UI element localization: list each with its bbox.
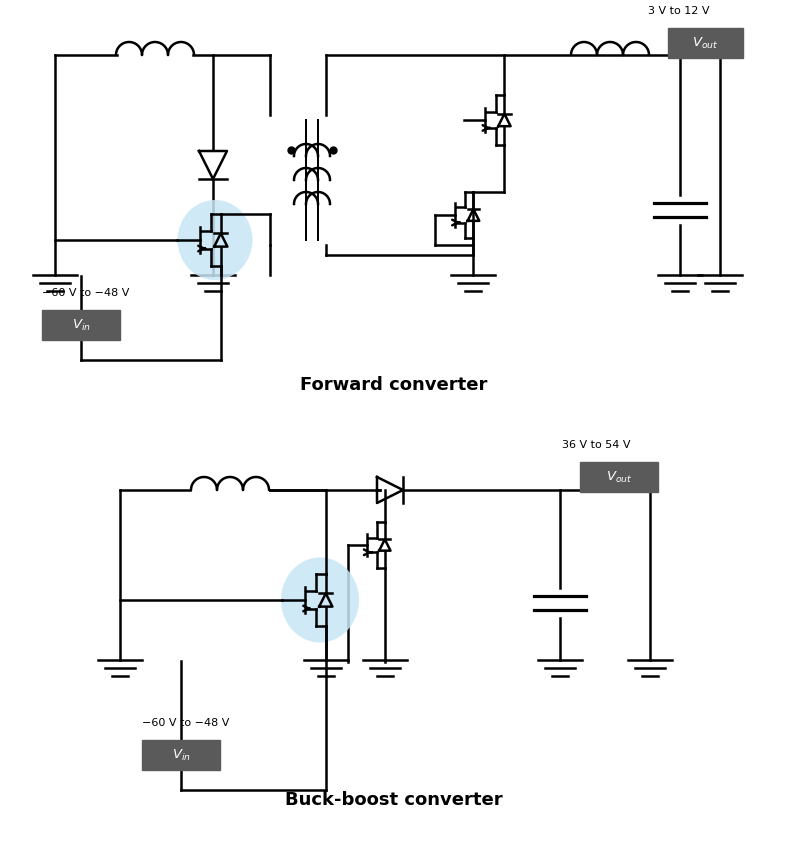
Text: 3 V to 12 V: 3 V to 12 V bbox=[648, 6, 709, 16]
Ellipse shape bbox=[177, 200, 252, 280]
Text: Buck-boost converter: Buck-boost converter bbox=[285, 791, 503, 809]
Text: $V_{in}$: $V_{in}$ bbox=[172, 748, 191, 763]
Text: Forward converter: Forward converter bbox=[300, 376, 488, 394]
Bar bbox=[668, 28, 743, 58]
Ellipse shape bbox=[281, 557, 359, 642]
Text: $V_{out}$: $V_{out}$ bbox=[692, 35, 719, 51]
Bar bbox=[142, 740, 220, 770]
Text: $V_{in}$: $V_{in}$ bbox=[72, 317, 91, 333]
Text: $V_{out}$: $V_{out}$ bbox=[606, 470, 632, 484]
Text: −60 V to −48 V: −60 V to −48 V bbox=[142, 718, 229, 728]
Bar bbox=[580, 462, 658, 492]
Bar bbox=[42, 310, 120, 340]
Text: 36 V to 54 V: 36 V to 54 V bbox=[562, 440, 630, 450]
Text: −60 V to −48 V: −60 V to −48 V bbox=[42, 288, 129, 298]
